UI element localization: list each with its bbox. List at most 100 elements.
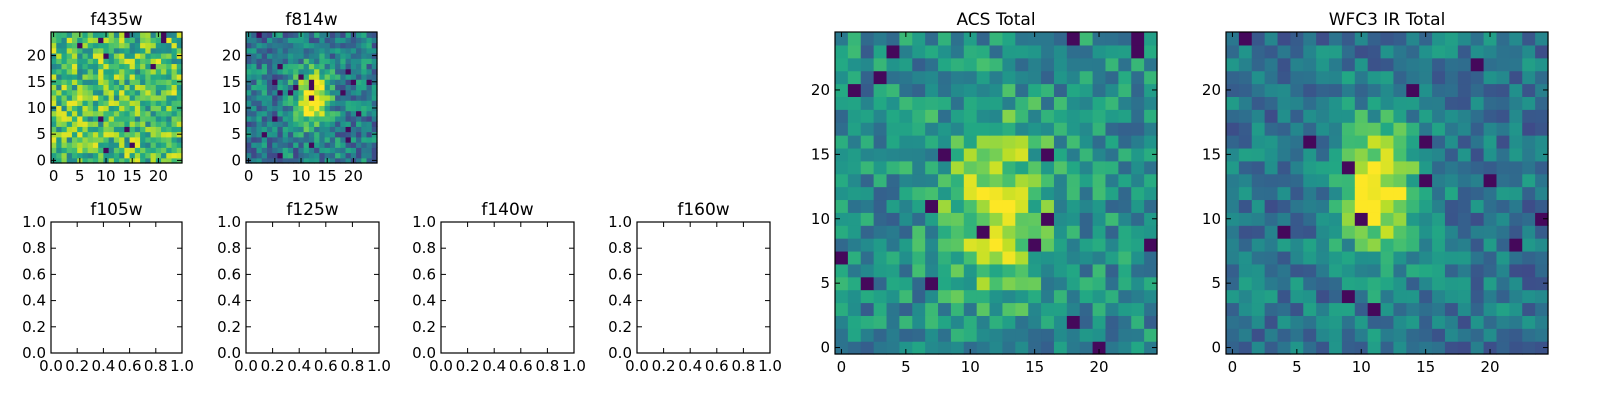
image-cell [1457,57,1472,72]
image-cell [113,105,120,112]
image-cell [1509,238,1523,252]
image-cell [1406,83,1420,97]
image-cell [950,302,965,316]
image-cell [261,142,268,148]
image-cell [319,94,326,101]
image-cell [1251,70,1266,85]
image-cell [261,115,268,122]
image-cell [1264,225,1279,239]
image-cell [989,328,1004,342]
image-cell [77,37,84,44]
image-cell [287,147,294,154]
image-cell [1277,341,1291,355]
image-cell [324,58,331,65]
image-cell [176,110,183,117]
image-cell [1444,186,1459,201]
image-cell [873,70,888,85]
image-cell [1457,147,1472,162]
image-cell [335,52,341,59]
image-cell [1535,44,1549,59]
x-tick-label: 10 [291,167,310,185]
image-cell [71,152,78,159]
image-cell [119,52,125,59]
image-cell [308,52,315,59]
image-cell [134,63,141,70]
image-cell [1419,96,1433,110]
image-cell [56,73,63,80]
image-cell [92,115,99,122]
image-cell [92,79,99,85]
image-cell [938,83,952,97]
image-cell [1380,109,1395,123]
image-cell [1105,96,1119,110]
image-cell [124,147,131,154]
image-cell [61,68,68,75]
image-cell [314,142,320,148]
image-cell [282,100,289,106]
image-cell [1053,32,1068,46]
image-cell [308,121,315,127]
image-cell [1393,186,1407,201]
image-cell [1303,199,1317,213]
image-cell [92,105,99,112]
image-cell [145,136,152,143]
image-cell [1354,44,1369,59]
image-cell [134,110,141,117]
image-cell [287,105,294,112]
image-cell [1028,238,1042,252]
x-tick-label: 10 [961,358,980,376]
image-cell [1457,289,1472,304]
image-cell [77,52,84,59]
image-cell [261,63,268,70]
image-cell [329,73,336,80]
image-cell [1470,186,1485,201]
image-cell [1131,225,1145,239]
image-cell [1131,135,1145,149]
image-cell [1380,83,1395,97]
image-cell [1419,250,1433,265]
image-cell [938,173,952,188]
image-cell [103,136,110,143]
image-cell [134,52,141,59]
image-cell [1457,32,1472,46]
image-cell [272,115,279,122]
image-cell [335,136,341,143]
image-cell [873,315,888,329]
image-cell [1002,289,1016,304]
image-cell [1419,32,1433,46]
image-cell [1316,186,1330,201]
image-cell [912,57,926,72]
image-cell [950,122,965,136]
image-cell [1131,328,1145,342]
image-cell [1092,315,1107,329]
image-cell [71,147,78,154]
wfc3-ir-total-axes-frame [1225,31,1549,355]
x-tick-label: 5 [1292,358,1302,376]
image-cell [176,152,183,159]
image-cell [340,142,347,148]
image-cell [345,152,352,159]
image-cell [361,79,368,85]
image-cell [1496,212,1510,226]
image-cell [166,126,173,133]
image-cell [912,315,926,329]
image-cell [171,157,178,164]
image-cell [319,157,326,164]
image-cell [308,42,315,49]
image-cell [134,121,141,127]
y-tick-label: 0.0 [217,344,241,362]
image-cell [340,68,347,75]
image-cell [1002,160,1016,175]
image-cell [1238,315,1253,329]
image-cell [1483,212,1498,226]
image-cell [119,63,125,70]
image-cell [329,89,336,96]
image-cell [1406,199,1420,213]
image-cell [925,135,939,149]
image-cell [873,57,888,72]
image-cell [912,32,926,46]
panel-f140w: f140w 0.0 0.2 0.4 0.6 0.8 1.00.00.20.40.60.81… [412,200,586,375]
image-cell [1329,147,1343,162]
image-cell [145,32,152,38]
image-cell [1303,70,1317,85]
